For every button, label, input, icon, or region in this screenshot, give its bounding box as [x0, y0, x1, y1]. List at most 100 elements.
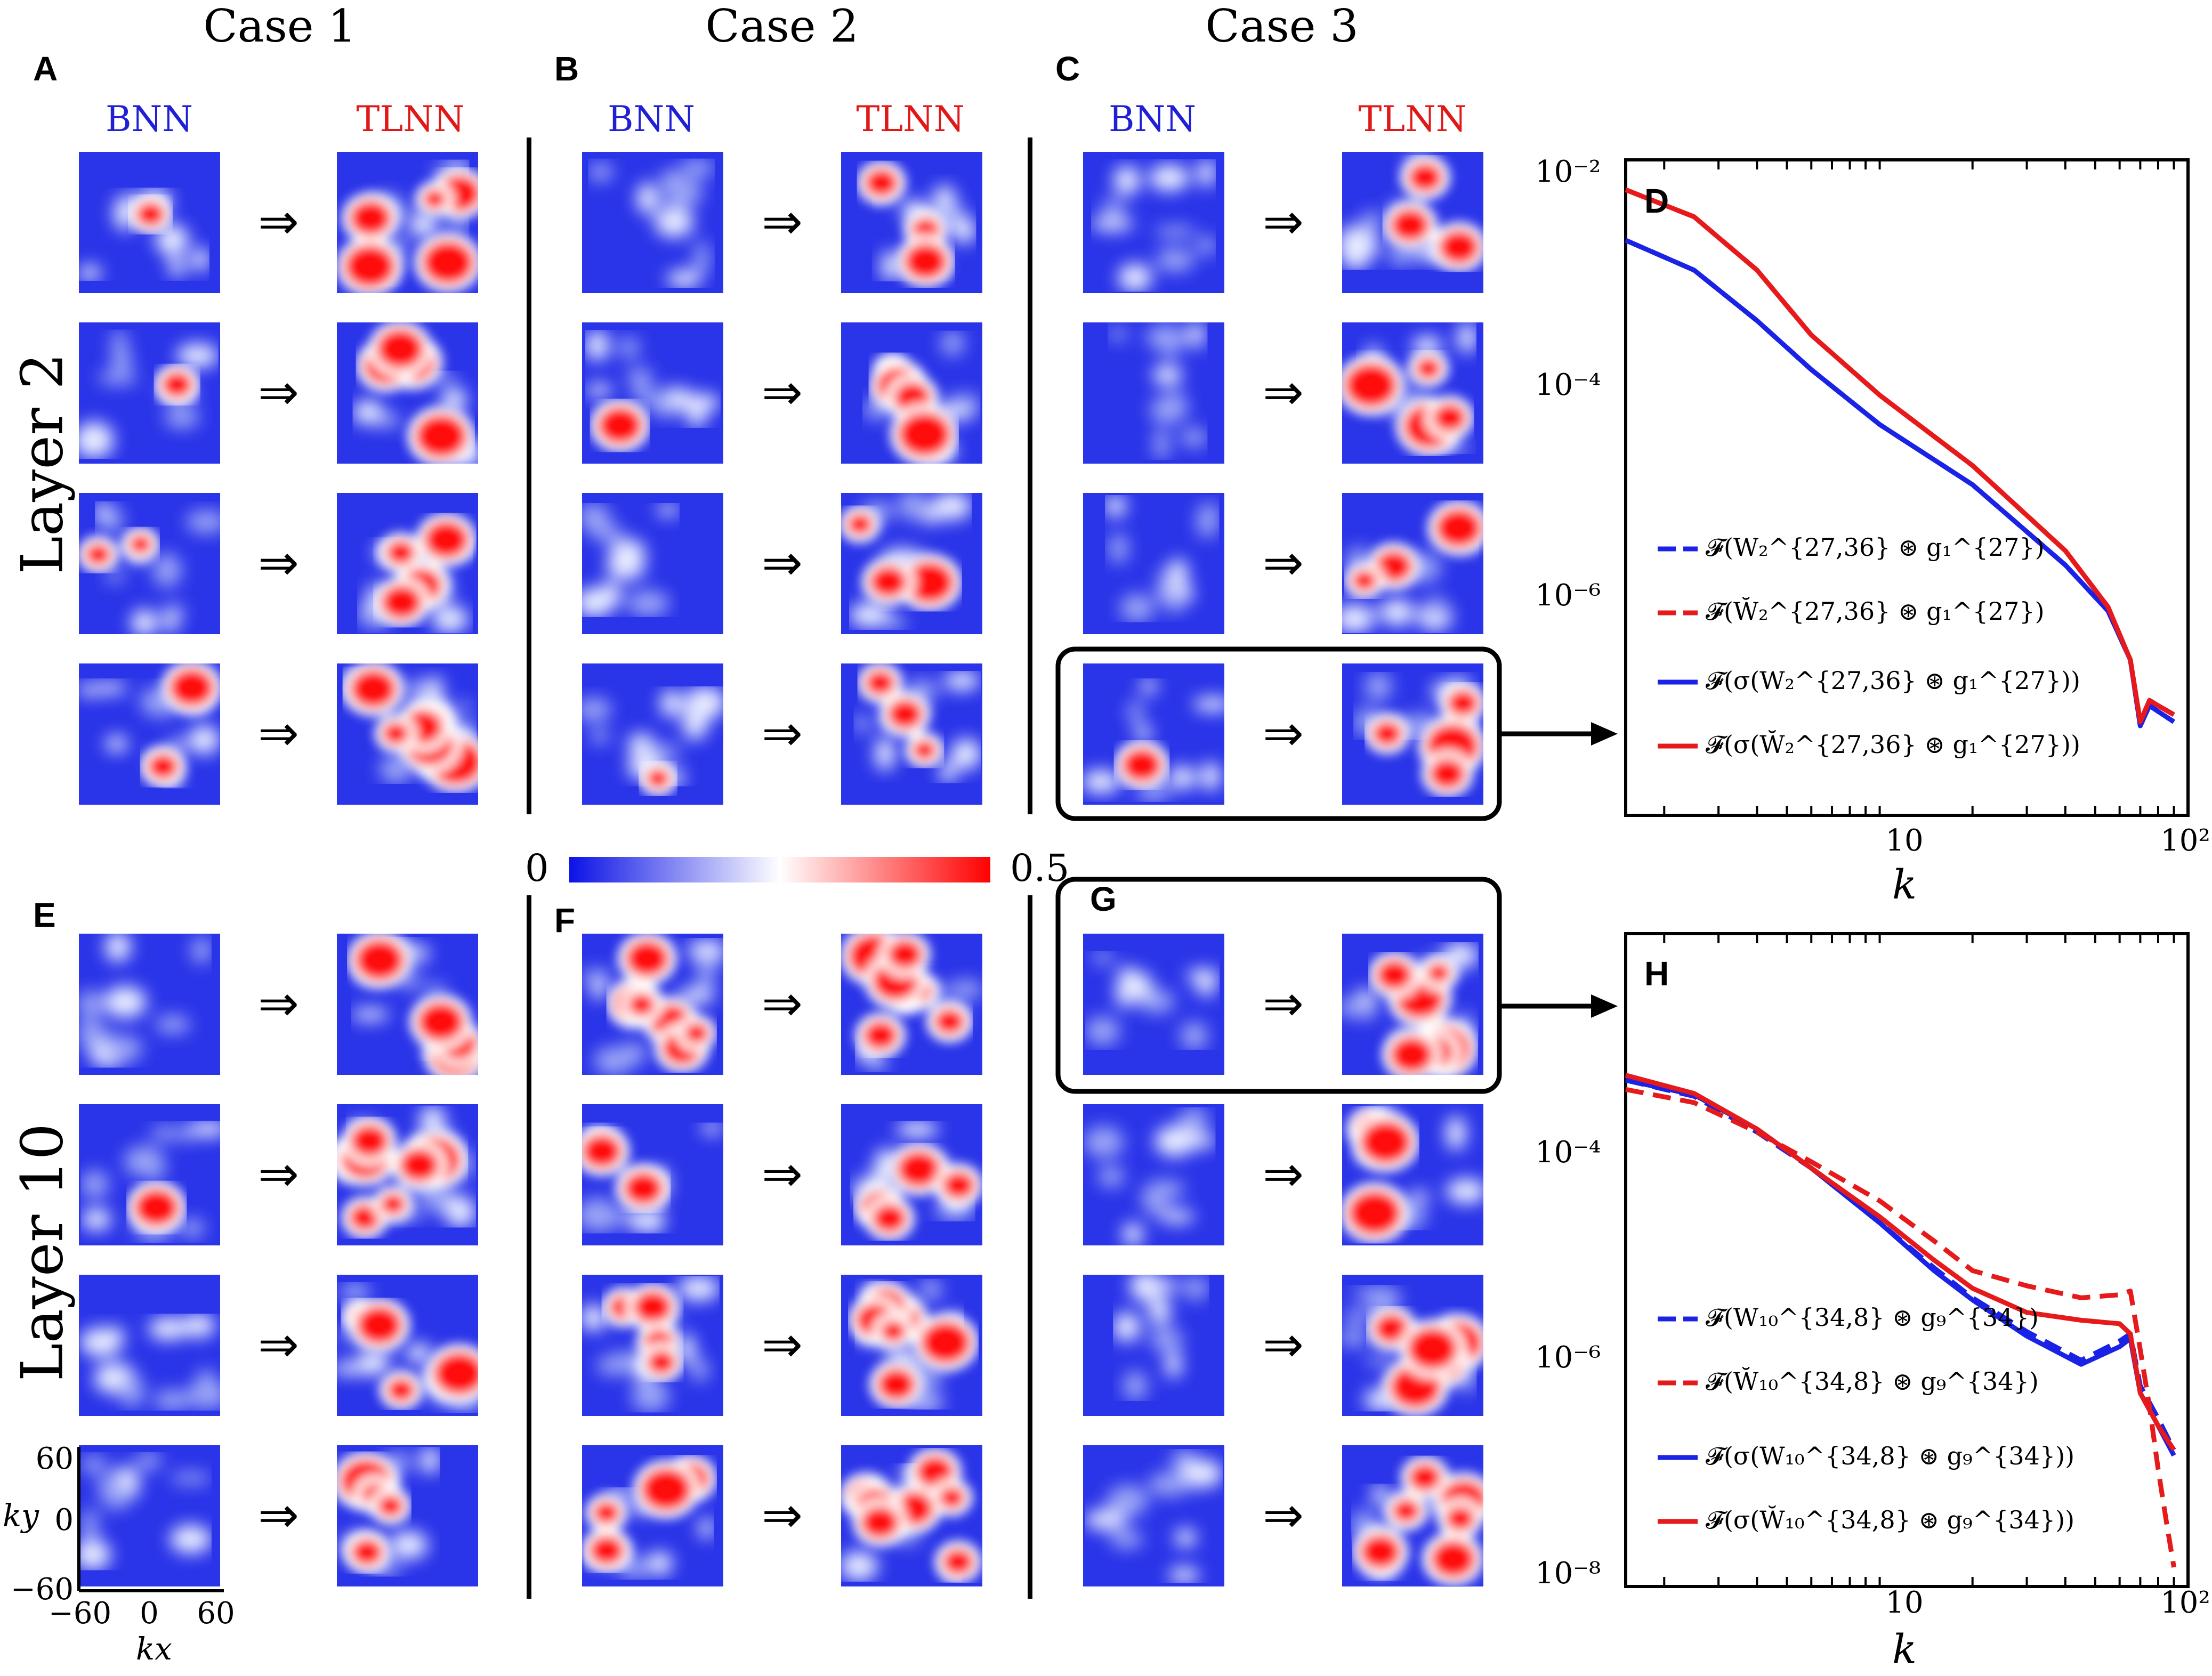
plot-h-legend-1: 𝓕(W₁₀^{34,8} ⊛ g₉^{34}) [1706, 1303, 2039, 1332]
heatmap-tile [1342, 1275, 1483, 1416]
arrow-icon: ⇒ [762, 975, 803, 1032]
plot-d-legend-1: 𝓕(W₂^{27,36} ⊛ g₁^{27}) [1706, 533, 2045, 562]
plot-h-ytick-1: 10⁻⁴ [1535, 1135, 1601, 1170]
heatmap-tile [1083, 322, 1224, 464]
heatmap-tile [841, 934, 982, 1075]
bnn-label-case1: BNN [105, 99, 193, 140]
heatmap-tile [79, 493, 220, 634]
heatmap-tile [337, 322, 478, 464]
case-header-1: Case 1 [203, 0, 357, 52]
arrow-icon: ⇒ [762, 535, 803, 592]
series-line-3 [1625, 1078, 2176, 1457]
heatmap-tile [337, 663, 478, 805]
heatmap-tile [582, 934, 723, 1075]
heatmap-tile [1083, 663, 1224, 805]
plot-d-xtick-2: 10² [2160, 823, 2210, 858]
colorbar-max-label: 0.5 [1010, 846, 1070, 890]
panel-label-c: C [1055, 50, 1080, 88]
heatmap-tile [1342, 1445, 1483, 1586]
heatmap-tile [841, 663, 982, 805]
heatmap-tile [79, 322, 220, 464]
heatmap-tile [1083, 493, 1224, 634]
inset-ytick-0: 0 [54, 1503, 74, 1537]
inset-xtick-60: 60 [197, 1596, 235, 1631]
heatmap-tile [1342, 322, 1483, 464]
tlnn-label-case2: TLNN [856, 99, 965, 140]
heatmap-tile [582, 663, 723, 805]
heatmap-tile [582, 152, 723, 293]
arrow-icon: ⇒ [762, 1487, 803, 1544]
heatmap-tile [1342, 934, 1483, 1075]
case-header-3: Case 3 [1205, 0, 1359, 52]
heatmap-tile [841, 1275, 982, 1416]
plot-h [1624, 932, 2190, 1588]
heatmap-tiles [79, 152, 1483, 1586]
plot-d-legend-3: 𝓕(σ(W₂^{27,36} ⊛ g₁^{27})) [1706, 666, 2080, 695]
heatmap-tile [841, 152, 982, 293]
series-line-4 [1625, 187, 2175, 725]
panel-label-a: A [33, 50, 58, 88]
panel-label-b: B [554, 50, 579, 88]
series-line-3 [1625, 238, 2176, 728]
inset-xlabel: kx [136, 1631, 172, 1667]
arrow-icon: ⇒ [258, 364, 299, 421]
heatmap-tile [1342, 152, 1483, 293]
panel-label-g: G [1090, 880, 1117, 918]
heatmap-tile [841, 322, 982, 464]
arrow-icon: ⇒ [1263, 1487, 1304, 1544]
colorbar-min-label: 0 [525, 846, 549, 890]
plot-d-ytick-3: 10⁻⁶ [1535, 578, 1601, 613]
heatmap-tile [337, 493, 478, 634]
arrow-icon: ⇒ [1263, 364, 1304, 421]
heatmap-tile [79, 934, 220, 1075]
plot-frame [1624, 158, 2190, 817]
plot-frame [1624, 932, 2190, 1588]
arrow-icon: ⇒ [258, 705, 299, 762]
arrow-icon: ⇒ [1263, 705, 1304, 762]
tlnn-label-case1: TLNN [356, 99, 465, 140]
arrow-icon: ⇒ [258, 1146, 299, 1203]
arrow-icon: ⇒ [258, 1316, 299, 1373]
arrow-glyphs: ⇒ ⇒ ⇒ ⇒ ⇒ ⇒ ⇒ ⇒ ⇒ ⇒ ⇒ ⇒ ⇒ ⇒ ⇒ ⇒ ⇒ ⇒ ⇒ ⇒ ⇒ ⇒ ⇒ ⇒ [258, 193, 1304, 1544]
arrow-icon: ⇒ [258, 975, 299, 1032]
tlnn-label-case3: TLNN [1358, 99, 1467, 140]
layer-label-bottom: Layer 10 [9, 1123, 76, 1382]
plot-d-legend-2: 𝓕(W̆₂^{27,36} ⊛ g₁^{27}) [1706, 597, 2045, 626]
arrow-icon: ⇒ [1263, 1316, 1304, 1373]
heatmap-tile [582, 493, 723, 634]
heatmap-tile [337, 1104, 478, 1245]
heatmap-tile [841, 1445, 982, 1586]
heatmap-tile [582, 322, 723, 464]
colorbar [569, 857, 990, 882]
heatmap-tile [337, 1275, 478, 1416]
plot-h-legend-2: 𝓕(W̆₁₀^{34,8} ⊛ g₉^{34}) [1706, 1367, 2039, 1396]
heatmap-tile [1083, 152, 1224, 293]
panel-label-d: D [1644, 182, 1669, 220]
arrow-icon: ⇒ [762, 705, 803, 762]
plot-h-xtick-1: 10 [1885, 1585, 1924, 1620]
arrow-icon: ⇒ [1263, 193, 1304, 250]
heatmap-tile [1083, 1104, 1224, 1245]
arrow-icon: ⇒ [1263, 535, 1304, 592]
plot-h-ytick-2: 10⁻⁶ [1535, 1340, 1601, 1375]
heatmap-tile [79, 1445, 220, 1586]
plot-d-xtick-1: 10 [1885, 823, 1924, 858]
inset-xtick-minus60: −60 [48, 1596, 112, 1631]
heatmap-tile [1083, 1275, 1224, 1416]
inset-ytick-minus60: −60 [10, 1572, 74, 1607]
heatmap-tile [79, 663, 220, 805]
plot-d [1624, 158, 2190, 817]
heatmap-tile [1083, 1445, 1224, 1586]
arrow-icon: ⇒ [762, 1146, 803, 1203]
callout-boxes [1055, 646, 1618, 1094]
heatmap-tile [79, 1275, 220, 1416]
bnn-label-case3: BNN [1108, 99, 1197, 140]
heatmap-tile [582, 1104, 723, 1245]
arrow-icon: ⇒ [258, 535, 299, 592]
bnn-label-case2: BNN [607, 99, 696, 140]
heatmap-tile [337, 934, 478, 1075]
series-line-2 [1625, 187, 2175, 725]
plot-d-legend-4: 𝓕(σ(W̆₂^{27,36} ⊛ g₁^{27})) [1706, 730, 2080, 759]
series-line-1 [1625, 238, 2176, 728]
